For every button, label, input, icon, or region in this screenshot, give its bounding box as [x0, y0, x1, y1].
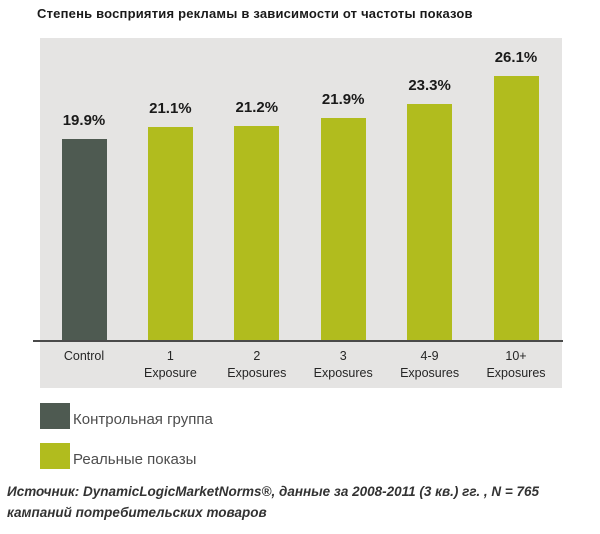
chart-title: Степень восприятия рекламы в зависимости… — [37, 6, 473, 21]
x-tick-label: 3 Exposures — [313, 349, 373, 380]
bar-value-label: 26.1% — [494, 49, 538, 66]
x-tick-label: 10+ Exposures — [486, 349, 546, 380]
x-tick-label: 4-9 Exposures — [400, 349, 460, 380]
bar-value-label: 19.9% — [62, 112, 106, 129]
x-tick-label: 1 Exposure — [143, 349, 197, 380]
source-note: Источник: DynamicLogicMarketNorms®, данн… — [7, 484, 540, 520]
bar-1-exposure — [147, 127, 193, 340]
bar-value-label: 21.2% — [235, 99, 279, 116]
legend-swatch-real-exposures — [40, 443, 70, 469]
bar-value-label: 21.9% — [321, 91, 365, 108]
bar-value-label: 23.3% — [408, 77, 451, 94]
legend-label-real-exposures: Реальные показы — [73, 451, 197, 468]
legend-swatch-control-group — [40, 403, 70, 429]
x-tick-label: 2 Exposures — [227, 349, 287, 380]
bar-2-exposures — [234, 126, 280, 340]
plot-area — [40, 38, 562, 388]
x-tick-label: Control — [63, 349, 105, 363]
bar-4-9-exposures — [407, 104, 453, 340]
legend-label-control-group: Контрольная группа — [73, 411, 213, 428]
bar-value-label: 21.1% — [149, 100, 192, 117]
bar-control — [61, 139, 107, 340]
bar-10-exposures — [493, 76, 539, 340]
bar-3-exposures — [320, 118, 366, 340]
x-axis-line — [33, 340, 563, 342]
